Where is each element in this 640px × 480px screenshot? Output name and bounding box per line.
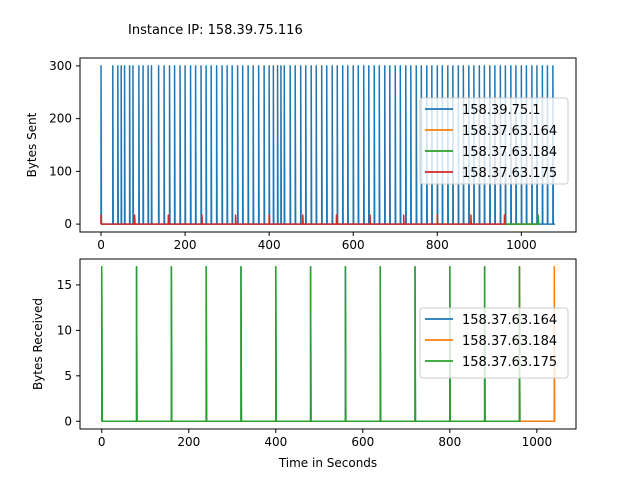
xlabel: Time in Seconds [278, 456, 377, 470]
x-tick-label: 0 [98, 435, 106, 449]
y-tick-label: 100 [49, 164, 72, 178]
bytes-received-ylabel: Bytes Received [31, 298, 45, 390]
series-line-158-37-63-175 [100, 214, 506, 225]
legend-label: 158.37.63.184 [462, 334, 557, 349]
legend-label: 158.37.63.175 [462, 355, 557, 370]
y-tick-label: 5 [64, 369, 72, 383]
x-tick-label: 600 [351, 435, 374, 449]
bytes-received-ticks: 0 200 400 600 800 1000 0 5 10 15 [57, 278, 552, 449]
y-tick-label: 300 [49, 59, 72, 73]
y-tick-label: 10 [57, 323, 72, 337]
legend-label: 158.37.63.184 [462, 145, 557, 160]
x-tick-label: 200 [177, 435, 200, 449]
bytes-received-panel: 0 200 400 600 800 1000 0 5 10 15 Bytes Received T… [31, 258, 577, 470]
y-tick-label: 200 [49, 112, 72, 126]
bytes-sent-panel: 0 200 400 600 800 1000 0 100 200 300 Bytes Sent 1… [25, 57, 577, 252]
x-tick-label: 1000 [506, 238, 537, 252]
legend-box [419, 97, 569, 185]
y-tick-label: 0 [64, 414, 72, 428]
series-line-158-37-63-175 [101, 265, 521, 423]
x-tick-label: 400 [264, 435, 287, 449]
x-tick-label: 800 [426, 238, 449, 252]
legend-box [419, 307, 569, 379]
chart-title: Instance IP: 158.39.75.116 [128, 23, 303, 38]
legend-label: 158.37.63.164 [462, 124, 557, 139]
bytes-received-legend: 158.37.63.164 158.37.63.184 158.37.63.175 [419, 307, 569, 379]
bytes-sent-legend: 158.39.75.1 158.37.63.164 158.37.63.184 158… [419, 97, 569, 185]
x-tick-label: 400 [258, 238, 281, 252]
bytes-sent-ylabel: Bytes Sent [25, 112, 39, 177]
bytes-sent-ticks: 0 200 400 600 800 1000 0 100 200 300 [49, 59, 537, 252]
legend-label: 158.37.63.175 [462, 166, 557, 181]
x-tick-label: 800 [438, 435, 461, 449]
x-tick-label: 1000 [522, 435, 553, 449]
legend-label: 158.39.75.1 [462, 103, 541, 118]
bytes-sent-axes-frame [79, 57, 577, 233]
y-tick-label: 15 [57, 278, 72, 292]
x-tick-label: 200 [174, 238, 197, 252]
legend-label: 158.37.63.164 [462, 313, 557, 328]
x-tick-label: 600 [342, 238, 365, 252]
y-tick-label: 0 [64, 217, 72, 231]
bytes-received-axes-frame [79, 258, 577, 430]
bytes-sent-series-group [100, 65, 555, 225]
x-tick-label: 0 [97, 238, 105, 252]
bytes-received-series-group [101, 265, 556, 423]
